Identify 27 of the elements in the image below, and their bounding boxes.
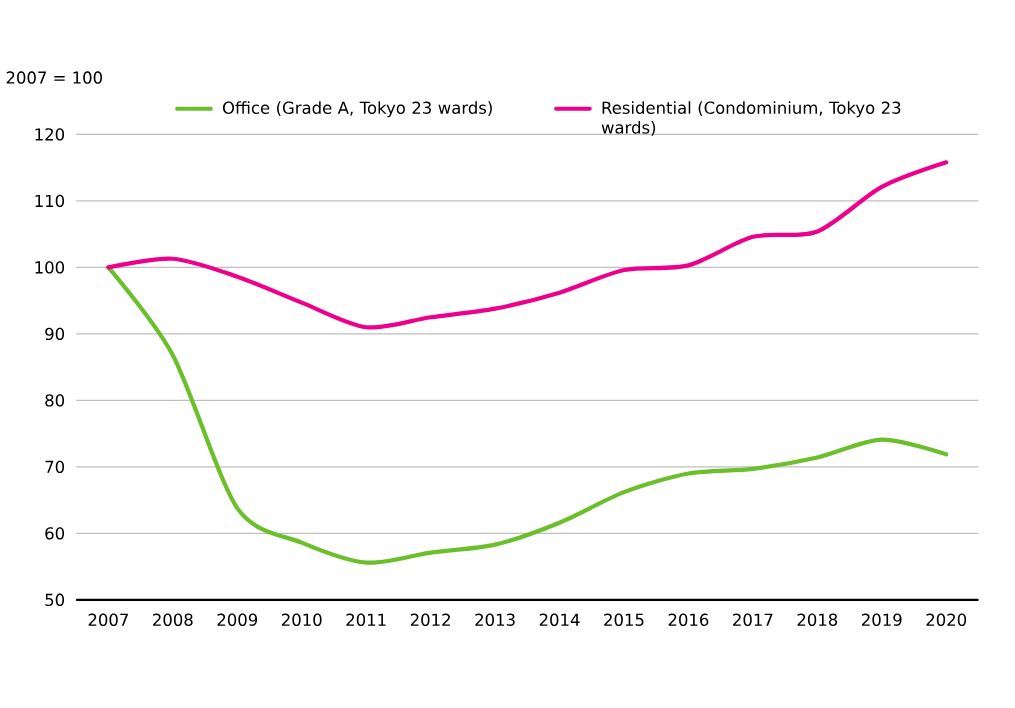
x-tick-label: 2017 bbox=[733, 613, 773, 627]
y-tick-label: 80 bbox=[45, 394, 65, 407]
x-tick-label: 2011 bbox=[346, 613, 386, 627]
x-tick-label: 2013 bbox=[475, 613, 515, 627]
x-tick-label: 2010 bbox=[281, 613, 322, 627]
line-series bbox=[106, 265, 949, 565]
x-tick-label: 2018 bbox=[797, 613, 838, 627]
x-tick-label: 2016 bbox=[668, 613, 709, 627]
x-tick-label: 2020 bbox=[926, 613, 967, 627]
x-tick-label: 2007 bbox=[88, 613, 128, 627]
line-series bbox=[106, 160, 949, 330]
x-tick-label: 2015 bbox=[604, 613, 644, 627]
y-axis-title: 2007 = 100 bbox=[6, 71, 102, 85]
legend-label: Office (Grade A, Tokyo 23 wards) bbox=[222, 101, 492, 118]
legend-label: Residential (Condominium, Tokyo 23 wards) bbox=[601, 101, 901, 136]
y-tick-label: 70 bbox=[45, 460, 65, 474]
y-tick-label: 50 bbox=[45, 593, 65, 607]
x-tick-label: 2019 bbox=[862, 613, 902, 627]
x-tick-label: 2012 bbox=[410, 613, 450, 627]
y-tick-label: 120 bbox=[35, 128, 65, 141]
x-tick-label: 2008 bbox=[153, 613, 193, 627]
y-tick-label: 110 bbox=[35, 194, 65, 208]
y-tick-label: 60 bbox=[45, 527, 65, 540]
y-tick-label: 100 bbox=[35, 261, 65, 274]
x-tick-label: 2009 bbox=[217, 613, 258, 627]
x-tick-label: 2014 bbox=[539, 613, 580, 627]
y-tick-label: 90 bbox=[45, 327, 65, 341]
